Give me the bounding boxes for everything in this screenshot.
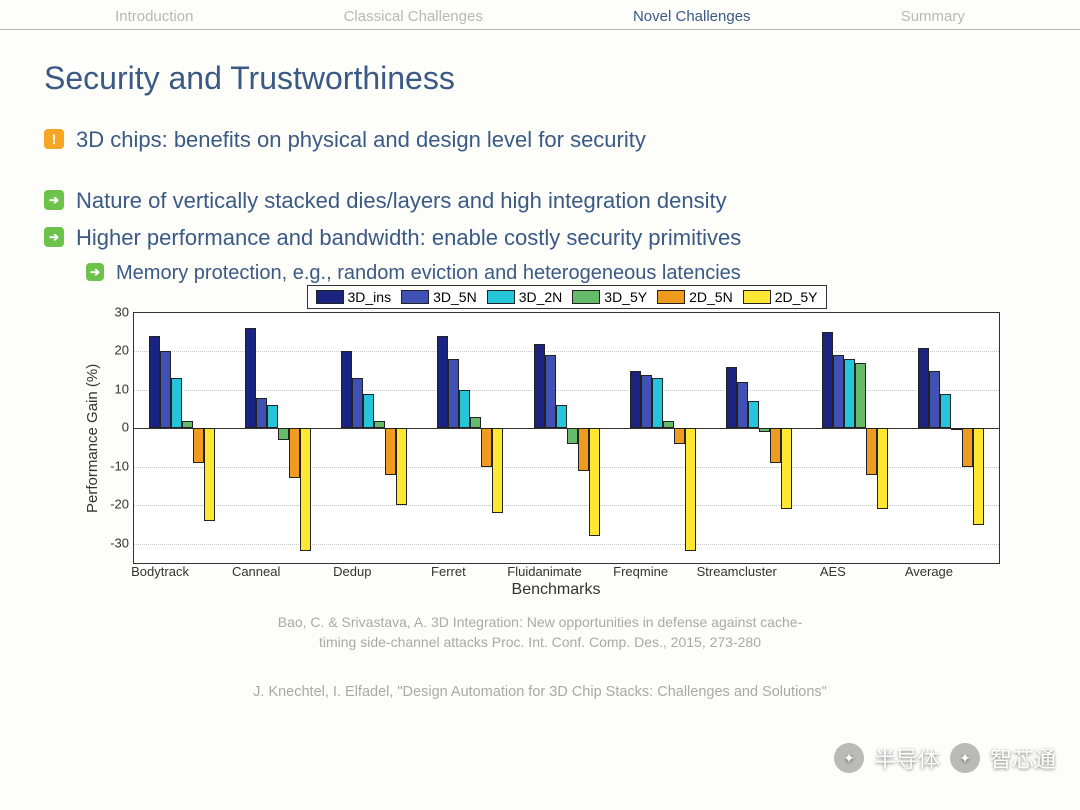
arrow-icon (44, 190, 64, 210)
bar (929, 371, 940, 429)
bar (630, 371, 641, 429)
bar (204, 428, 215, 520)
slide-footer: J. Knechtel, I. Elfadel, "Design Automat… (44, 684, 1036, 700)
bullet-text: Higher performance and bandwidth: enable… (76, 221, 741, 254)
bar (578, 428, 589, 470)
bar (652, 378, 663, 428)
x-tick-label: Average (881, 564, 977, 579)
bar (973, 428, 984, 524)
bar (556, 405, 567, 428)
legend-item: 3D_5Y (572, 289, 647, 305)
nav-tab[interactable]: Introduction (115, 8, 193, 25)
bar (781, 428, 792, 509)
bar (822, 332, 833, 428)
x-tick-label: Freqmine (593, 564, 689, 579)
wechat-icon: ✦ (834, 743, 864, 773)
watermark: ✦ 半导体 ✦ 智芯通 (834, 742, 1056, 774)
bar (855, 363, 866, 428)
page-title: Security and Trustworthiness (44, 60, 1036, 97)
bar (877, 428, 888, 509)
bar (534, 344, 545, 429)
bar (160, 351, 171, 428)
x-tick-label: Dedup (304, 564, 400, 579)
bar (363, 394, 374, 429)
bar (267, 405, 278, 428)
bar (685, 428, 696, 551)
bar (278, 428, 289, 440)
chart-legend: 3D_ins 3D_5N 3D_2N 3D_5Y 2D_5N 2D_5Y (307, 285, 827, 309)
bar (844, 359, 855, 428)
legend-item: 3D_ins (316, 289, 392, 305)
bullet-text: 3D chips: benefits on physical and desig… (76, 123, 646, 156)
bar (459, 390, 470, 428)
bar (374, 421, 385, 429)
bar (674, 428, 685, 443)
bar (193, 428, 204, 463)
arrow-icon (86, 263, 104, 281)
bar (940, 394, 951, 429)
performance-chart: Performance Gain (%) 3020100-10-20-30 3D… (80, 312, 1000, 599)
bar (289, 428, 300, 478)
x-tick-label: Canneal (208, 564, 304, 579)
chart-citation: Bao, C. & Srivastava, A. 3D Integration:… (44, 613, 1036, 652)
x-tick-label: Ferret (400, 564, 496, 579)
bar (300, 428, 311, 551)
bar (396, 428, 407, 505)
bullet-list: 3D chips: benefits on physical and desig… (44, 123, 1036, 288)
legend-item: 2D_5Y (743, 289, 818, 305)
bar (833, 355, 844, 428)
bar (951, 428, 962, 430)
x-tick-label: Fluidanimate (496, 564, 592, 579)
x-axis-title: Benchmarks (112, 581, 1000, 599)
bar (759, 428, 770, 432)
bar (481, 428, 492, 466)
wechat-icon: ✦ (950, 743, 980, 773)
bar (641, 375, 652, 429)
bar (589, 428, 600, 536)
slide-body: Security and Trustworthiness 3D chips: b… (0, 30, 1080, 700)
bar (256, 398, 267, 429)
bar (545, 355, 556, 428)
warning-icon (44, 129, 64, 149)
bar (352, 378, 363, 428)
bar (567, 428, 578, 443)
legend-item: 3D_5N (401, 289, 477, 305)
bar (470, 417, 481, 429)
top-nav: Introduction Classical Challenges Novel Ch… (0, 0, 1080, 30)
nav-tab[interactable]: Summary (901, 8, 965, 25)
bar (341, 351, 352, 428)
bar (492, 428, 503, 513)
bar (737, 382, 748, 428)
bar (448, 359, 459, 428)
x-axis-labels: BodytrackCannealDedupFerretFluidanimateF… (112, 564, 977, 579)
x-tick-label: AES (785, 564, 881, 579)
watermark-text-left: 半导体 (874, 742, 940, 774)
legend-item: 3D_2N (487, 289, 563, 305)
bar (437, 336, 448, 428)
bar (962, 428, 973, 466)
bar (182, 421, 193, 429)
watermark-text-right: 智芯通 (990, 742, 1056, 774)
bar (149, 336, 160, 428)
bar (918, 348, 929, 429)
x-tick-label: Bodytrack (112, 564, 208, 579)
bar (726, 367, 737, 429)
nav-tab[interactable]: Novel Challenges (633, 8, 751, 25)
legend-item: 2D_5N (657, 289, 733, 305)
arrow-icon (44, 227, 64, 247)
plot-area: 3D_ins3D_5N3D_2N3D_5Y2D_5N2D_5Y (133, 312, 1000, 564)
bar (770, 428, 781, 463)
bar (663, 421, 674, 429)
bar (385, 428, 396, 474)
bar (748, 401, 759, 428)
y-axis-label: Performance Gain (%) (80, 312, 101, 564)
bullet-text: Memory protection, e.g., random eviction… (116, 258, 741, 288)
nav-tab[interactable]: Classical Challenges (344, 8, 483, 25)
x-tick-label: Streamcluster (689, 564, 785, 579)
bar (171, 378, 182, 428)
bar (245, 328, 256, 428)
bar (866, 428, 877, 474)
bullet-text: Nature of vertically stacked dies/layers… (76, 184, 727, 217)
y-axis-ticks: 3020100-10-20-30 (101, 312, 133, 562)
